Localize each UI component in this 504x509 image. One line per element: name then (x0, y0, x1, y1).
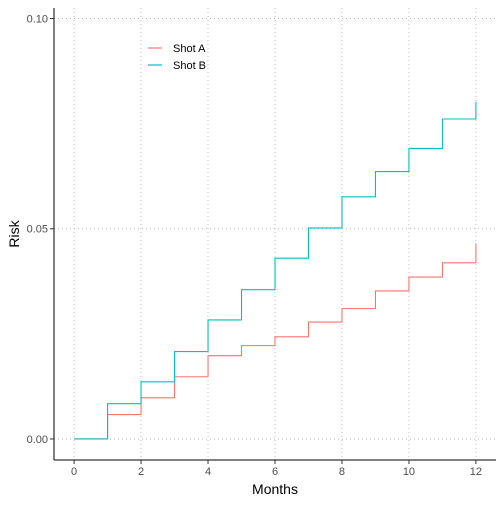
legend: Shot A Shot B (148, 43, 206, 72)
y-axis-title: Risk (6, 219, 22, 247)
y-tick-label-1: 0.05 (27, 224, 48, 236)
y-tick-label-2: 0.10 (27, 14, 48, 26)
x-tick-label-2: 4 (205, 466, 211, 478)
x-tick-label-3: 6 (272, 466, 278, 478)
legend-label-0: Shot A (173, 43, 206, 55)
series-lines (74, 101, 477, 440)
x-tick-label-0: 0 (71, 466, 77, 478)
series-line-1 (74, 101, 477, 440)
grid (54, 8, 496, 460)
x-axis-title: Months (252, 481, 298, 497)
x-tick-label-1: 2 (138, 466, 144, 478)
x-tick-label-6: 12 (470, 466, 482, 478)
y-tick-label-0: 0.00 (27, 434, 48, 446)
x-tick-label-4: 8 (339, 466, 345, 478)
x-tick-label-5: 10 (403, 466, 415, 478)
legend-label-1: Shot B (173, 60, 206, 72)
axes: 0 2 4 6 8 10 12 0.00 0.05 0.10 (27, 8, 496, 478)
